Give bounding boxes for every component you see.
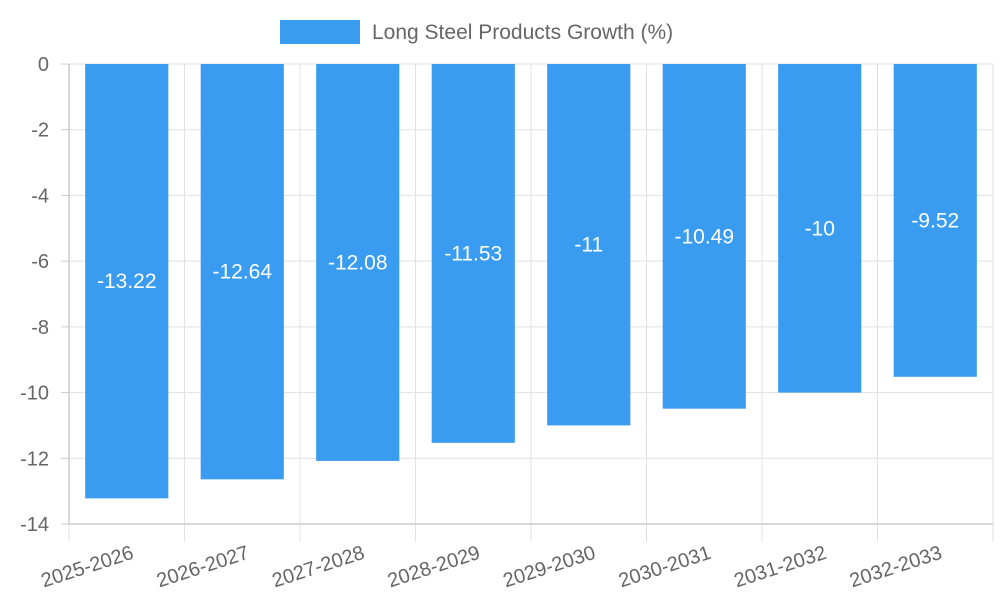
x-tick-label: 2029-2030 (501, 542, 599, 592)
x-tick-label: 2027-2028 (270, 542, 368, 592)
bar[interactable] (778, 64, 862, 393)
legend-label: Long Steel Products Growth (%) (372, 21, 673, 44)
bar[interactable] (316, 64, 400, 461)
legend-swatch (280, 20, 360, 44)
bar[interactable] (662, 64, 746, 409)
bar-data-label: -11.53 (444, 242, 502, 265)
bars (85, 64, 977, 499)
bar-data-label: -12.08 (328, 251, 388, 274)
bar[interactable] (85, 64, 169, 499)
data-labels: -13.22 -12.64 -12.08 -11.53 -11 -10.49 -10 -9.5… (97, 209, 959, 293)
x-tick-label: 2032-2033 (847, 542, 945, 592)
bar-data-label: -12.64 (212, 261, 272, 284)
bar[interactable] (431, 64, 515, 443)
bar-data-label: -9.52 (911, 209, 959, 232)
x-tick-label: 2026-2027 (154, 542, 252, 592)
bar[interactable] (200, 64, 284, 480)
y-tick-label: -8 (31, 317, 49, 339)
x-tick-label: 2025-2026 (39, 542, 137, 592)
y-tick-label: -10 (20, 383, 49, 405)
y-tick-label: -14 (20, 514, 49, 536)
legend[interactable]: Long Steel Products Growth (%) (280, 20, 673, 44)
x-tick-label: 2031-2032 (732, 542, 830, 592)
bar[interactable] (547, 64, 631, 426)
y-tick-label: -2 (31, 120, 49, 142)
bar-data-label: -10.49 (674, 225, 734, 248)
y-tick-label: -12 (20, 448, 49, 470)
bar[interactable] (893, 64, 977, 377)
y-tick-label: -6 (31, 251, 49, 273)
bar-data-label: -13.22 (97, 270, 157, 293)
y-tick-label: 0 (38, 54, 49, 76)
y-tick-label: -4 (31, 185, 49, 207)
x-tick-label: 2030-2031 (616, 542, 714, 592)
x-tick-label: 2028-2029 (385, 542, 483, 592)
bar-data-label: -10 (805, 217, 835, 240)
bar-data-label: -11 (574, 234, 603, 257)
